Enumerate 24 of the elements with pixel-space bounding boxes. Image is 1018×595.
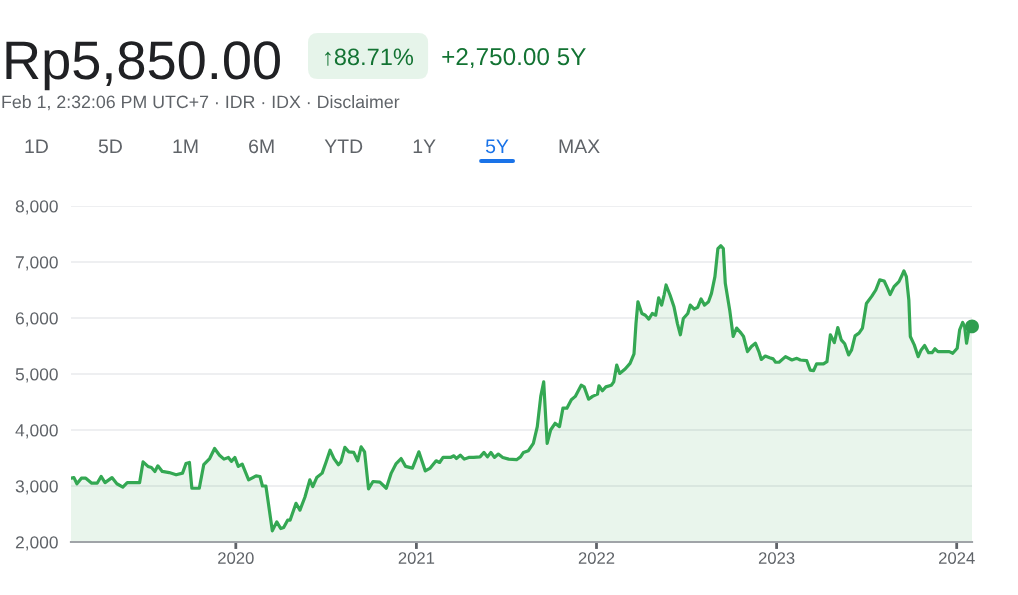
y-tick-label: 4,000 (15, 424, 58, 439)
text: MAX (559, 139, 600, 153)
text: 6M (249, 139, 274, 154)
y-tick-label: 2,000 (15, 536, 58, 551)
x-tick-label: 2022 (578, 552, 615, 564)
text: 1Y (413, 139, 436, 153)
text: 5Y (485, 139, 509, 154)
text: 1D (25, 139, 48, 153)
y-tick-label: 6,000 (15, 312, 58, 327)
x-tick-label: 2023 (758, 552, 795, 564)
text: ↑88.71% (325, 48, 414, 66)
chart-title: Rp5,850.00 (6, 41, 280, 91)
y-tick-label: 3,000 (15, 480, 58, 495)
y-tick-label: 7,000 (15, 256, 58, 271)
x-tick-label: 2024 (939, 552, 975, 564)
text: YTD (324, 139, 363, 153)
x-tick-label: 2021 (398, 552, 435, 564)
text: 5D (98, 139, 122, 154)
text: 1M (173, 139, 198, 153)
text: +2,750.00 5Y (442, 48, 586, 69)
y-tick-label: 5,000 (15, 368, 58, 383)
chart-subtitle: Feb 1, 2:32:06 PM UTC+7 · IDR · IDX · Disclaimer (2, 95, 400, 111)
y-tick-label: 8,000 (15, 200, 58, 215)
x-tick-label: 2020 (218, 552, 254, 564)
